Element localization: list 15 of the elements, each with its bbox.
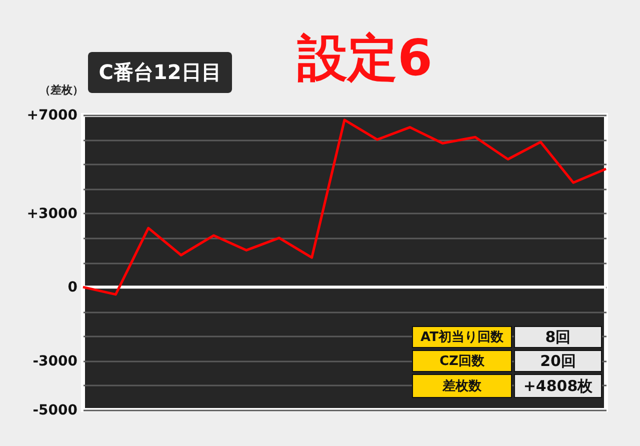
annotation: AT初当り回数: [420, 329, 504, 345]
y-tick-label: -5000: [32, 402, 78, 418]
annotation: 差枚数: [442, 379, 482, 394]
chart-subtitle: C番台12日目: [98, 60, 222, 84]
y-tick-label: -3000: [32, 353, 78, 370]
chart-title: 設定6: [296, 29, 432, 87]
annotation: +4808枚: [523, 377, 594, 395]
line-series: [82, 118, 608, 296]
y-tick-label: +3000: [26, 206, 78, 222]
annotation: 20回: [540, 352, 576, 370]
annotation: 8回: [545, 328, 571, 346]
y-tick-label: 0: [68, 280, 78, 296]
y-axis-title: （差枚）: [40, 84, 84, 96]
annotation: CZ回数: [440, 354, 486, 369]
y-tick-label: +7000: [26, 108, 78, 124]
